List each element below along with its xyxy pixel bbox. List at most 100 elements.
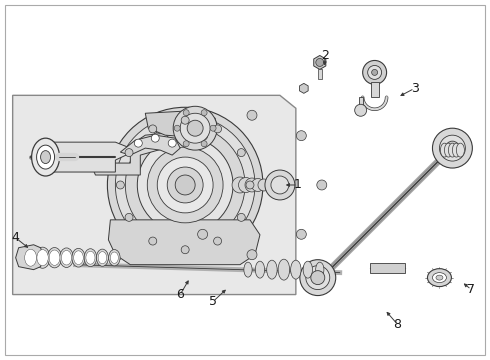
Circle shape [368,66,382,80]
Polygon shape [91,133,170,175]
Ellipse shape [441,143,448,157]
Circle shape [149,237,157,245]
Circle shape [306,266,330,289]
Ellipse shape [456,143,465,157]
Ellipse shape [60,248,74,267]
Circle shape [265,170,295,200]
Circle shape [214,125,221,133]
Ellipse shape [255,261,265,278]
Circle shape [433,128,472,168]
Polygon shape [108,220,260,265]
Polygon shape [16,245,44,270]
Ellipse shape [244,262,252,277]
Circle shape [445,141,460,155]
Circle shape [239,177,253,193]
Ellipse shape [37,145,54,169]
Circle shape [177,180,187,190]
Ellipse shape [72,248,85,267]
Ellipse shape [278,259,290,280]
Bar [370,82,379,97]
Ellipse shape [316,262,324,277]
Circle shape [251,179,265,192]
Ellipse shape [427,269,451,287]
Text: 3: 3 [411,82,418,95]
Circle shape [197,131,208,141]
Text: 4: 4 [12,231,20,244]
Circle shape [300,260,336,296]
Ellipse shape [61,251,72,265]
Circle shape [116,181,124,189]
Ellipse shape [37,249,48,266]
Ellipse shape [86,251,95,264]
Ellipse shape [291,260,301,279]
Bar [369,263,405,273]
Polygon shape [121,135,180,155]
Circle shape [181,116,189,124]
Circle shape [173,106,217,150]
Circle shape [125,213,133,221]
Text: 1: 1 [294,179,302,192]
Circle shape [246,181,254,189]
Circle shape [151,134,159,142]
Circle shape [181,246,189,254]
Ellipse shape [24,249,37,266]
Text: 7: 7 [467,283,475,296]
Circle shape [296,131,306,141]
Ellipse shape [23,247,38,269]
Circle shape [258,179,270,191]
Circle shape [371,69,378,75]
Circle shape [149,125,157,133]
Bar [359,97,363,109]
Ellipse shape [448,143,456,157]
Circle shape [134,139,142,147]
Circle shape [174,125,180,131]
Circle shape [197,229,208,239]
Ellipse shape [110,252,119,264]
Circle shape [167,167,203,203]
Text: 5: 5 [209,295,217,308]
Circle shape [311,271,325,285]
Ellipse shape [109,249,120,266]
Ellipse shape [98,252,107,264]
Polygon shape [299,84,308,93]
Circle shape [237,213,245,221]
Circle shape [317,180,327,190]
Ellipse shape [433,273,446,283]
Ellipse shape [436,275,443,280]
Circle shape [247,110,257,120]
Polygon shape [145,110,218,138]
Circle shape [247,250,257,260]
Circle shape [147,147,223,223]
Circle shape [316,58,324,67]
Polygon shape [314,55,326,69]
Ellipse shape [41,150,50,163]
Ellipse shape [267,260,277,279]
Circle shape [180,113,210,143]
Circle shape [271,176,289,194]
Ellipse shape [97,249,108,266]
Ellipse shape [444,143,452,157]
Circle shape [107,107,263,263]
Circle shape [125,149,133,157]
Text: 2: 2 [321,49,329,62]
Ellipse shape [303,261,313,278]
Circle shape [237,149,245,157]
Circle shape [115,115,255,255]
Text: 6: 6 [176,288,184,301]
Circle shape [296,229,306,239]
Circle shape [232,177,248,193]
Circle shape [168,139,176,147]
Circle shape [440,135,466,161]
Bar [318,69,322,80]
Circle shape [183,110,189,116]
Polygon shape [13,95,296,294]
Circle shape [125,125,245,245]
Ellipse shape [48,248,62,268]
Circle shape [214,237,221,245]
Circle shape [210,125,216,131]
Circle shape [137,137,233,233]
Circle shape [183,141,189,147]
Ellipse shape [35,247,50,268]
Circle shape [245,178,259,192]
Ellipse shape [74,251,83,265]
